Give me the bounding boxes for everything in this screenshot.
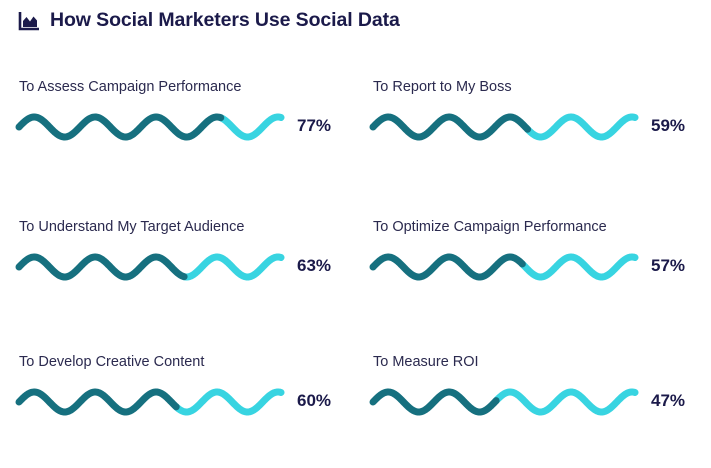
chart-item: To Assess Campaign Performance 77% — [15, 79, 349, 159]
chart-title: How Social Marketers Use Social Data — [50, 9, 400, 31]
wave-filled — [369, 388, 500, 416]
wave-filled — [15, 253, 188, 281]
value-label: 60% — [297, 391, 332, 410]
chart-item: To Understand My Target Audience 63% — [15, 219, 349, 299]
wave-remaining — [217, 113, 285, 141]
wave-filled — [15, 113, 225, 141]
value-label: 63% — [297, 256, 332, 275]
wave-remaining — [518, 253, 639, 281]
chart-item: To Develop Creative Content 60% — [15, 354, 349, 434]
value-label: 47% — [651, 391, 686, 410]
category-label: To Develop Creative Content — [19, 354, 205, 370]
category-label: To Assess Campaign Performance — [19, 79, 242, 95]
wave-bar — [369, 253, 639, 281]
wave-bar — [15, 253, 285, 281]
wave-bar — [369, 113, 639, 141]
category-label: To Optimize Campaign Performance — [373, 219, 607, 235]
chart-header: How Social Marketers Use Social Data — [18, 9, 400, 32]
wave-filled — [15, 388, 180, 416]
value-label: 57% — [651, 256, 686, 275]
value-label: 59% — [651, 116, 686, 135]
wave-remaining — [524, 113, 639, 141]
chart-item: To Measure ROI 47% — [369, 354, 703, 434]
wave-filled — [369, 113, 532, 141]
value-label: 77% — [297, 116, 332, 135]
wave-bar — [15, 113, 285, 141]
category-label: To Understand My Target Audience — [19, 219, 245, 235]
category-label: To Measure ROI — [373, 354, 479, 370]
chart-item: To Optimize Campaign Performance 57% — [369, 219, 703, 299]
wave-bar — [369, 388, 639, 416]
wave-filled — [369, 253, 526, 281]
wave-remaining — [172, 388, 285, 416]
area-chart-icon — [18, 11, 39, 30]
wave-remaining — [492, 388, 639, 416]
chart-item: To Report to My Boss 59% — [369, 79, 703, 159]
category-label: To Report to My Boss — [373, 79, 512, 95]
wave-remaining — [180, 253, 285, 281]
wave-bar — [15, 388, 285, 416]
